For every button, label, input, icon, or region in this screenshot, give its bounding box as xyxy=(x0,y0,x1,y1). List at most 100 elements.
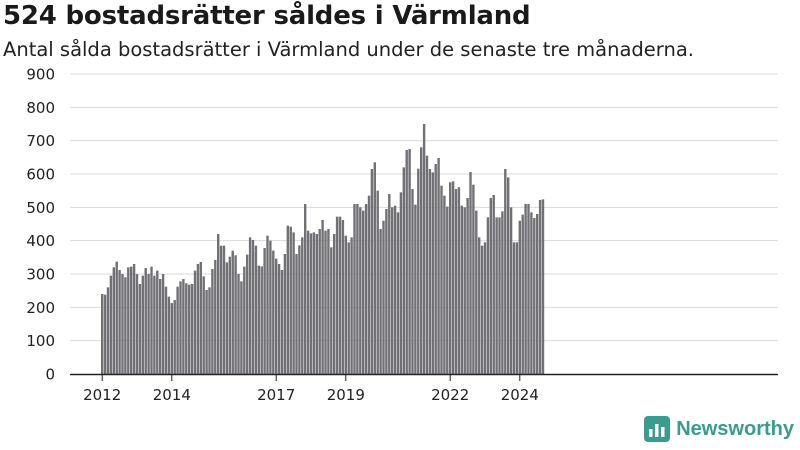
bar xyxy=(507,177,510,374)
bar xyxy=(480,245,484,374)
bar xyxy=(504,169,507,374)
bar xyxy=(315,234,318,374)
bar xyxy=(141,275,144,374)
bar xyxy=(454,189,458,374)
bar xyxy=(530,212,533,374)
bar xyxy=(127,267,130,374)
bar xyxy=(272,250,275,374)
bar xyxy=(449,182,452,374)
bar xyxy=(393,205,397,374)
bar xyxy=(208,287,211,374)
bar xyxy=(338,216,342,374)
bar xyxy=(382,220,385,374)
y-tick-label: 600 xyxy=(26,166,55,184)
bar xyxy=(231,250,234,374)
bar xyxy=(205,290,208,374)
bar xyxy=(309,233,313,374)
bar xyxy=(234,255,237,374)
bar xyxy=(156,270,159,374)
x-tick-label: 2017 xyxy=(257,386,295,404)
bar xyxy=(446,206,449,374)
bar xyxy=(289,226,292,374)
bar-chart-logo-icon xyxy=(644,416,671,442)
bar xyxy=(283,254,287,374)
bar xyxy=(188,284,191,374)
bar xyxy=(167,296,171,374)
bar xyxy=(495,217,498,374)
bar xyxy=(443,195,446,374)
y-tick-label: 700 xyxy=(26,132,55,150)
bar xyxy=(364,204,368,374)
bar xyxy=(536,214,539,374)
bar xyxy=(251,240,255,374)
bar xyxy=(121,274,124,374)
bar xyxy=(135,274,139,374)
bar xyxy=(463,207,466,374)
bar xyxy=(327,229,330,374)
bar xyxy=(385,209,388,374)
bar xyxy=(202,276,205,374)
bar xyxy=(109,275,113,374)
bar xyxy=(370,169,374,374)
bar xyxy=(402,167,405,374)
bar xyxy=(101,294,104,374)
bar xyxy=(501,211,504,374)
bar xyxy=(538,200,542,374)
bar xyxy=(295,254,298,374)
bar xyxy=(112,267,115,374)
bar xyxy=(164,286,168,374)
y-tick-label: 100 xyxy=(26,332,55,350)
y-tick-label: 800 xyxy=(26,99,55,117)
bar xyxy=(306,230,310,374)
bar xyxy=(408,149,411,374)
bar xyxy=(330,247,333,374)
bar xyxy=(161,274,165,374)
bar xyxy=(254,245,258,374)
bar xyxy=(277,264,281,374)
bar xyxy=(199,262,202,374)
bar xyxy=(333,234,336,374)
bar xyxy=(179,281,182,374)
bar xyxy=(222,245,226,374)
y-tick-label: 900 xyxy=(26,66,55,84)
bar xyxy=(211,269,214,374)
bar xyxy=(225,262,229,374)
bar xyxy=(185,283,188,374)
bar xyxy=(417,168,420,374)
bar xyxy=(159,279,162,374)
bar xyxy=(367,195,371,374)
bar xyxy=(362,210,365,374)
x-tick-label: 2019 xyxy=(327,386,365,404)
bar xyxy=(475,210,478,374)
chart-title: 524 bostadsrätter såldes i Värmland xyxy=(3,1,531,31)
bar xyxy=(228,256,231,374)
bar xyxy=(518,220,521,374)
bar xyxy=(391,207,394,374)
bar xyxy=(321,220,324,374)
bar xyxy=(130,266,133,374)
x-tick-label: 2022 xyxy=(431,386,469,404)
bar xyxy=(193,270,197,374)
bar xyxy=(509,207,513,374)
bar xyxy=(144,268,147,374)
bar xyxy=(376,190,379,374)
bar xyxy=(115,261,118,374)
newsworthy-logo: Newsworthy xyxy=(644,416,794,442)
bar xyxy=(132,264,136,374)
bar xyxy=(263,248,266,374)
bar xyxy=(173,300,176,374)
bar xyxy=(103,294,107,374)
bar xyxy=(428,169,432,374)
bar xyxy=(124,277,127,374)
bar xyxy=(190,284,194,374)
bar xyxy=(214,260,217,374)
bar xyxy=(217,234,220,374)
bar xyxy=(515,242,519,374)
bar xyxy=(301,237,304,374)
bar xyxy=(147,274,150,374)
bar xyxy=(478,237,481,374)
bar xyxy=(359,207,362,374)
bar xyxy=(266,235,269,374)
bar xyxy=(304,204,307,374)
